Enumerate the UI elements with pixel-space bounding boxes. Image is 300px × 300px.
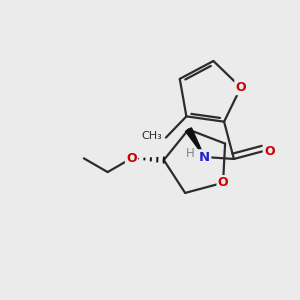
Text: O: O — [218, 176, 228, 189]
Text: CH₃: CH₃ — [141, 130, 162, 141]
Text: N: N — [199, 151, 210, 164]
Text: O: O — [236, 81, 246, 94]
Text: O: O — [264, 145, 274, 158]
Text: H: H — [186, 147, 195, 160]
Text: O: O — [126, 152, 137, 165]
Polygon shape — [185, 128, 205, 157]
